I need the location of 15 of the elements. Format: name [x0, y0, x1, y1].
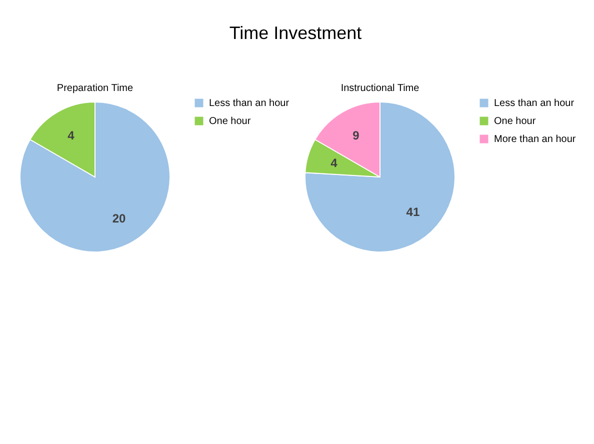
legend-label: Less than an hour [494, 98, 575, 109]
legend-label: More than an hour [494, 134, 576, 145]
legend-label: One hour [494, 116, 536, 127]
data-label: 41 [406, 204, 420, 219]
data-label: 4 [330, 156, 338, 170]
legend-label: One hour [209, 116, 252, 127]
data-label: 20 [112, 212, 126, 226]
text: Time Investment [229, 23, 362, 43]
chart-title: Instructional Time [340, 83, 420, 94]
data-label: 4 [68, 128, 75, 142]
pie-slice [304, 102, 456, 252]
legend-label: Less than an hour [209, 98, 290, 109]
chart-title: Preparation Time [56, 83, 134, 94]
data-label: 9 [352, 128, 360, 142]
pie-slice [20, 102, 170, 252]
